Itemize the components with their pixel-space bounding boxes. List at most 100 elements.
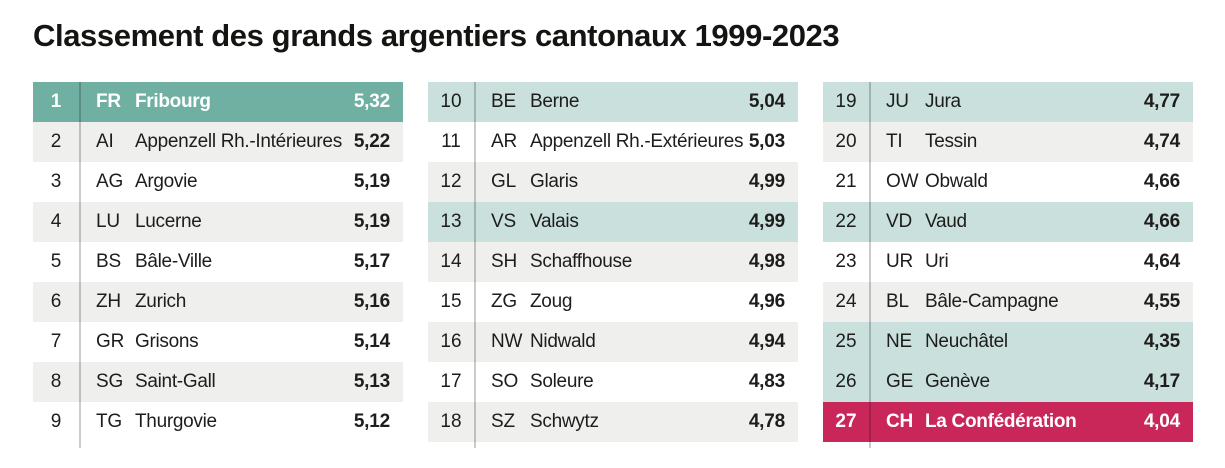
canton-code: SZ — [491, 411, 515, 432]
canton-name: Argovie — [135, 171, 198, 192]
rank-number: 22 — [835, 211, 857, 232]
canton-name: Valais — [530, 211, 579, 232]
ranking-tables: 1 FR Fribourg 5,32 2 AI Appenzell Rh.-Intérieu… — [33, 82, 1193, 448]
canton-code: ZH — [96, 291, 121, 312]
canton-name: Grisons — [135, 331, 199, 352]
score-value: 4,55 — [1143, 291, 1180, 312]
canton-code: GR — [96, 331, 125, 352]
score-value: 4,99 — [748, 211, 785, 232]
rank-number: 15 — [440, 291, 462, 312]
canton-name: Obwald — [925, 171, 988, 192]
canton-name: Glaris — [530, 171, 578, 192]
rank-number: 4 — [50, 211, 62, 232]
table-row: 13 VS Valais 4,99 — [428, 202, 798, 242]
score-value: 4,04 — [1143, 411, 1180, 432]
canton-code: OW — [886, 171, 919, 192]
rank-number: 21 — [835, 171, 857, 192]
rank-number: 14 — [440, 251, 462, 272]
rank-number: 24 — [835, 291, 857, 312]
canton-code: SO — [491, 371, 519, 392]
canton-code: SG — [96, 371, 124, 392]
canton-code: AI — [96, 131, 114, 152]
canton-code: BS — [96, 251, 121, 272]
canton-name: Saint-Gall — [135, 371, 216, 392]
canton-name: Uri — [925, 251, 949, 272]
table-row: 14 SH Schaffhouse 4,98 — [428, 242, 798, 282]
table-row: 21 OW Obwald 4,66 — [823, 162, 1193, 202]
table-row: 6 ZH Zurich 5,16 — [33, 282, 403, 322]
table-row: 5 BS Bâle-Ville 5,17 — [33, 242, 403, 282]
ranking-table-2: 10 BE Berne 5,04 11 AR Appenzell Rh.-Extérieur… — [428, 82, 798, 448]
canton-name: Lucerne — [135, 211, 202, 232]
table-row: 17 SO Soleure 4,83 — [428, 362, 798, 402]
ranking-table-1: 1 FR Fribourg 5,32 2 AI Appenzell Rh.-Intérieu… — [33, 82, 403, 448]
score-value: 4,96 — [748, 291, 785, 312]
canton-name: Genève — [925, 371, 990, 392]
table-row: 20 TI Tessin 4,74 — [823, 122, 1193, 162]
canton-name: Fribourg — [135, 91, 211, 112]
canton-code: NE — [886, 331, 912, 352]
canton-name: Bâle-Ville — [135, 251, 212, 272]
canton-code: GE — [886, 371, 914, 392]
score-value: 5,03 — [748, 131, 785, 152]
canton-code: UR — [886, 251, 914, 272]
canton-code: BE — [491, 91, 516, 112]
table-row: 18 SZ Schwytz 4,78 — [428, 402, 798, 442]
rank-number: 5 — [50, 251, 62, 272]
canton-code: AR — [491, 131, 517, 152]
table-row: 26 GE Genève 4,17 — [823, 362, 1193, 402]
table-row: 27 CH La Confédération 4,04 — [823, 402, 1193, 442]
table-row: 4 LU Lucerne 5,19 — [33, 202, 403, 242]
score-value: 5,14 — [353, 331, 390, 352]
table-row: 8 SG Saint-Gall 5,13 — [33, 362, 403, 402]
canton-code: VS — [491, 211, 516, 232]
score-value: 4,74 — [1143, 131, 1180, 152]
rank-number: 18 — [440, 411, 462, 432]
canton-code: NW — [491, 331, 523, 352]
table-row: 23 UR Uri 4,64 — [823, 242, 1193, 282]
canton-name: Jura — [925, 91, 961, 112]
score-value: 5,13 — [353, 371, 390, 392]
canton-name: Tessin — [925, 131, 978, 152]
score-value: 4,77 — [1143, 91, 1180, 112]
table-row: 15 ZG Zoug 4,96 — [428, 282, 798, 322]
canton-name: Nidwald — [530, 331, 596, 352]
score-value: 4,99 — [748, 171, 785, 192]
canton-name: Neuchâtel — [925, 331, 1008, 352]
score-value: 5,32 — [353, 91, 390, 112]
rank-number: 10 — [440, 91, 462, 112]
score-value: 5,19 — [353, 211, 390, 232]
canton-code: LU — [96, 211, 120, 232]
score-value: 5,22 — [353, 131, 390, 152]
score-value: 4,35 — [1143, 331, 1180, 352]
score-value: 5,16 — [353, 291, 390, 312]
rank-number: 1 — [50, 91, 62, 112]
rank-number: 13 — [440, 211, 462, 232]
canton-name: Zoug — [530, 291, 573, 312]
score-value: 5,19 — [353, 171, 390, 192]
rank-number: 16 — [440, 331, 462, 352]
canton-code: TI — [886, 131, 903, 152]
canton-name: Zurich — [135, 291, 186, 312]
canton-name: Schaffhouse — [530, 251, 632, 272]
table-row: 22 VD Vaud 4,66 — [823, 202, 1193, 242]
rank-number: 19 — [835, 91, 857, 112]
canton-code: ZG — [491, 291, 517, 312]
score-value: 4,66 — [1143, 171, 1180, 192]
canton-code: AG — [96, 171, 124, 192]
rank-number: 8 — [50, 371, 62, 392]
canton-code: TG — [96, 411, 122, 432]
table-row: 7 GR Grisons 5,14 — [33, 322, 403, 362]
rank-number: 26 — [835, 371, 857, 392]
score-value: 5,04 — [748, 91, 785, 112]
table-row: 25 NE Neuchâtel 4,35 — [823, 322, 1193, 362]
canton-code: SH — [491, 251, 517, 272]
rank-number: 25 — [835, 331, 857, 352]
rank-number: 9 — [50, 411, 62, 432]
canton-name: Soleure — [530, 371, 594, 392]
score-value: 4,94 — [748, 331, 785, 352]
rank-number: 20 — [835, 131, 857, 152]
canton-code: FR — [96, 91, 121, 112]
canton-code: GL — [491, 171, 516, 192]
